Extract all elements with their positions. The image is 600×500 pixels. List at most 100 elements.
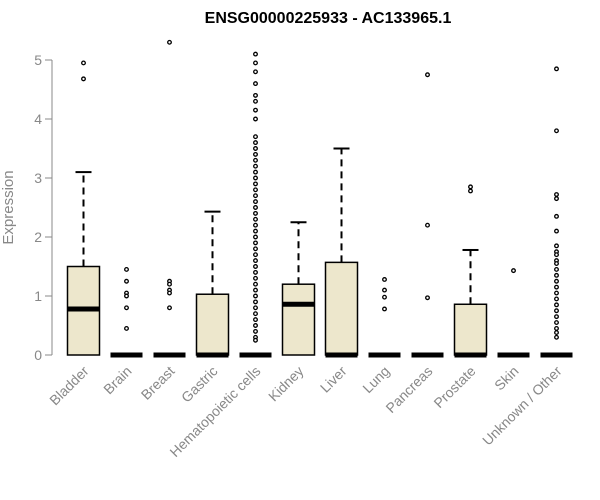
x-tick-label: Liver bbox=[317, 363, 350, 396]
x-tick-label: Gastric bbox=[178, 363, 221, 406]
box-bladder bbox=[66, 60, 101, 356]
outlier-point bbox=[253, 252, 258, 258]
outlier-point bbox=[253, 169, 258, 175]
outlier-point bbox=[167, 305, 172, 311]
outlier-point bbox=[81, 76, 86, 82]
outlier-point bbox=[124, 326, 129, 331]
outlier-point bbox=[554, 261, 559, 266]
outlier-point bbox=[253, 240, 258, 246]
outlier-point bbox=[253, 258, 258, 264]
outlier-point bbox=[253, 81, 258, 87]
outlier-point bbox=[554, 290, 559, 296]
box-unknown-other bbox=[540, 66, 573, 358]
outlier-point bbox=[124, 293, 129, 299]
outlier-point bbox=[253, 146, 258, 151]
outlier-point bbox=[253, 151, 258, 157]
box-gastric bbox=[195, 210, 230, 358]
outlier-point bbox=[253, 187, 258, 193]
outlier-point bbox=[511, 268, 516, 274]
outlier-point bbox=[554, 213, 559, 219]
plot-area bbox=[66, 39, 573, 358]
box-rect bbox=[453, 303, 488, 356]
y-axis: 0 1 2 3 4 5 bbox=[34, 52, 53, 363]
x-tick-label: Kidney bbox=[265, 363, 307, 405]
outlier-point bbox=[554, 284, 559, 290]
box-brain bbox=[110, 267, 143, 358]
outlier-point bbox=[554, 334, 559, 340]
outlier-point bbox=[382, 306, 387, 312]
outlier-point bbox=[253, 98, 258, 104]
outlier-point bbox=[554, 296, 559, 302]
y-axis-label: Expression bbox=[0, 170, 17, 244]
outlier-point bbox=[253, 234, 258, 240]
outlier-point bbox=[554, 196, 559, 202]
box-lung bbox=[368, 277, 401, 358]
outlier-point bbox=[253, 193, 258, 199]
outlier-point bbox=[253, 246, 258, 252]
outlier-point bbox=[425, 72, 430, 78]
box-kidney bbox=[281, 221, 316, 356]
outlier-point bbox=[253, 157, 258, 163]
y-tick-label: 0 bbox=[34, 347, 42, 363]
outlier-point bbox=[554, 243, 559, 249]
outlier-point bbox=[167, 281, 172, 287]
outlier-point bbox=[124, 305, 129, 311]
x-tick-label: Brain bbox=[100, 363, 134, 397]
outlier-point bbox=[253, 163, 258, 169]
outlier-point bbox=[554, 326, 559, 331]
outlier-point bbox=[554, 320, 559, 325]
outlier-point bbox=[554, 228, 559, 234]
outlier-point bbox=[253, 116, 258, 122]
outlier-point bbox=[382, 287, 387, 293]
x-tick-label: Bladder bbox=[46, 363, 92, 409]
outlier-point bbox=[554, 192, 559, 197]
outlier-point bbox=[167, 39, 172, 45]
outlier-point bbox=[253, 210, 258, 216]
outlier-point bbox=[81, 60, 86, 66]
outlier-point bbox=[253, 181, 258, 187]
outlier-point bbox=[253, 140, 258, 146]
outlier-point bbox=[253, 311, 258, 317]
outlier-point bbox=[124, 267, 129, 272]
outlier-point bbox=[382, 277, 387, 282]
outlier-point bbox=[253, 264, 258, 269]
y-tick-label: 2 bbox=[34, 229, 42, 245]
outlier-point bbox=[554, 66, 559, 72]
y-tick-label: 1 bbox=[34, 288, 42, 304]
outlier-point bbox=[253, 175, 258, 181]
outlier-point bbox=[253, 305, 258, 311]
y-tick-label: 4 bbox=[34, 111, 42, 127]
x-tick-label: Lung bbox=[359, 363, 392, 396]
outlier-point bbox=[554, 314, 559, 320]
outlier-point bbox=[253, 222, 258, 228]
outlier-point bbox=[253, 51, 258, 57]
box-rect bbox=[195, 293, 230, 356]
x-tick-label: Skin bbox=[491, 363, 522, 394]
outlier-point bbox=[253, 107, 258, 113]
outlier-point bbox=[253, 323, 258, 328]
outlier-point bbox=[468, 188, 473, 194]
outlier-point bbox=[554, 330, 559, 336]
outlier-point bbox=[253, 60, 258, 66]
outlier-point bbox=[253, 199, 258, 205]
outlier-point bbox=[253, 281, 258, 287]
box-breast bbox=[153, 39, 186, 358]
outlier-point bbox=[554, 308, 559, 314]
outlier-point bbox=[253, 299, 258, 305]
outlier-point bbox=[253, 269, 258, 275]
outlier-point bbox=[167, 290, 172, 296]
x-tick-label: Prostate bbox=[430, 363, 478, 411]
outlier-point bbox=[382, 294, 387, 300]
outlier-point bbox=[253, 228, 258, 234]
outlier-point bbox=[253, 134, 258, 140]
outlier-point bbox=[253, 287, 258, 293]
outlier-point bbox=[554, 128, 559, 134]
y-tick-label: 5 bbox=[34, 52, 42, 68]
outlier-point bbox=[253, 317, 258, 323]
outlier-point bbox=[253, 205, 258, 210]
outlier-point bbox=[253, 293, 258, 299]
outlier-point bbox=[554, 267, 559, 272]
outlier-point bbox=[554, 272, 559, 278]
